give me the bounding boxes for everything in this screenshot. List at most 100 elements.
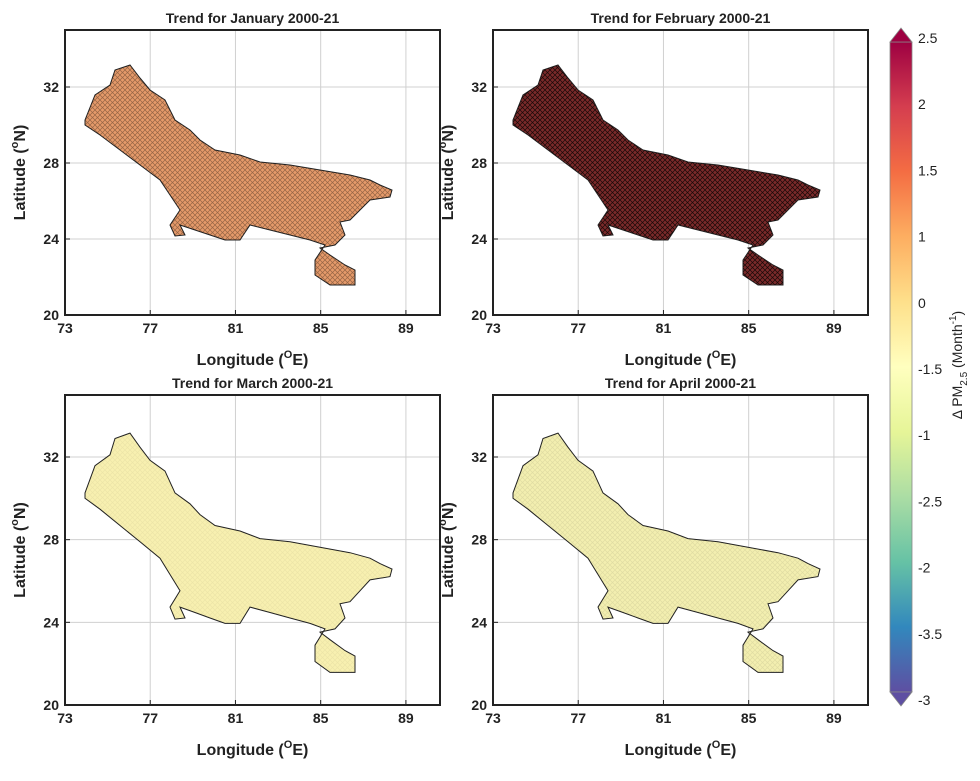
x-tick-label: 85 [313,320,329,336]
label-text: Latitude ( [440,148,457,221]
x-tick-label: 85 [741,710,757,726]
label-text: N) [12,502,29,519]
colorbar-label: 1.5 [918,162,938,178]
axes-frame [64,394,441,706]
colorbar-label: -1 [918,427,931,443]
y-tick-label: 20 [471,307,487,323]
x-axis-label: Longitude (OE) [197,739,309,759]
significance-hatch [85,433,392,673]
y-tick-label: 32 [43,449,59,465]
label-text: E) [720,742,736,759]
x-axis-label: Longitude (OE) [625,739,737,759]
colorbar-bottom-arrow [889,691,913,707]
label-text: E) [292,742,308,759]
label-text: Longitude ( [625,352,713,369]
x-tick-label: 73 [485,320,501,336]
colorbar-label: -2.5 [918,493,942,509]
title-text: Δ PM [949,386,965,419]
x-tick-label: 77 [570,320,586,336]
significance-hatch [513,65,820,285]
y-axis-label: Latitude (oN) [437,125,457,221]
title-text: (Month [949,324,965,371]
x-tick-label: 81 [656,320,672,336]
panel-title: Trend for January 2000-21 [166,10,340,26]
x-tick-label: 73 [485,710,501,726]
x-axis-label: Longitude (OE) [625,349,737,369]
x-tick-label: 77 [570,710,586,726]
y-tick-label: 24 [43,614,59,630]
y-tick-label: 20 [43,697,59,713]
label-sup: O [712,739,721,751]
x-tick-label: 77 [142,710,158,726]
colorbar-label: -2 [918,560,931,576]
colorbar-label: 2.5 [918,30,938,46]
axes-frame [64,29,441,316]
colorbar-label: -1.5 [918,361,942,377]
label-sup: o [9,519,21,526]
label-text: Latitude ( [440,525,457,598]
x-tick-label: 73 [57,320,73,336]
label-text: N) [440,125,457,142]
x-tick-label: 85 [313,710,329,726]
label-text: Latitude ( [12,525,29,598]
panel-title: Trend for April 2000-21 [605,375,756,391]
title-sup: -1 [948,315,959,324]
x-axis-label: Longitude (OE) [197,349,309,369]
label-text: N) [440,502,457,519]
colorbar-label: -3.5 [918,626,942,642]
label-text: Longitude ( [197,742,285,759]
y-tick-label: 32 [471,79,487,95]
x-tick-label: 89 [398,320,414,336]
y-tick-label: 28 [43,155,59,171]
label-sup: o [437,519,449,526]
x-tick-label: 89 [826,710,842,726]
x-tick-label: 89 [398,710,414,726]
y-tick-label: 32 [471,449,487,465]
x-tick-label: 85 [741,320,757,336]
y-tick-label: 20 [471,697,487,713]
y-tick-label: 24 [471,231,487,247]
colorbar-label: 2 [918,96,926,112]
axes-frame [492,394,869,706]
y-axis-label: Latitude (oN) [9,502,29,598]
y-axis-label: Latitude (oN) [437,502,457,598]
label-sup: O [284,739,293,751]
label-sup: o [9,141,21,148]
colorbar-label: 1 [918,229,926,245]
colorbar [889,41,913,693]
title-text: ) [949,311,965,316]
y-tick-label: 32 [43,79,59,95]
significance-hatch [85,65,392,285]
colorbar-label: -3 [918,692,931,708]
y-tick-label: 24 [43,231,59,247]
y-tick-label: 28 [471,532,487,548]
y-axis-label: Latitude (oN) [9,125,29,221]
x-tick-label: 81 [228,710,244,726]
label-sup: O [284,349,293,361]
y-tick-label: 24 [471,614,487,630]
y-tick-label: 28 [471,155,487,171]
label-text: Longitude ( [625,742,713,759]
label-sup: O [712,349,721,361]
y-tick-label: 28 [43,532,59,548]
label-text: E) [292,352,308,369]
significance-hatch [513,433,820,673]
label-text: Latitude ( [12,148,29,221]
x-tick-label: 81 [228,320,244,336]
label-sup: o [437,141,449,148]
axes-frame [492,29,869,316]
colorbar-top-arrow [889,27,913,43]
x-tick-label: 89 [826,320,842,336]
label-text: E) [720,352,736,369]
x-tick-label: 81 [656,710,672,726]
x-tick-label: 73 [57,710,73,726]
title-sub: 2.5 [959,371,970,385]
label-text: N) [12,125,29,142]
y-tick-label: 20 [43,307,59,323]
panel-title: Trend for March 2000-21 [172,375,333,391]
panel-title: Trend for February 2000-21 [591,10,771,26]
colorbar-title: Δ PM2.5 (Month-1) [948,311,970,419]
label-text: Longitude ( [197,352,285,369]
colorbar-label: 0 [918,295,926,311]
